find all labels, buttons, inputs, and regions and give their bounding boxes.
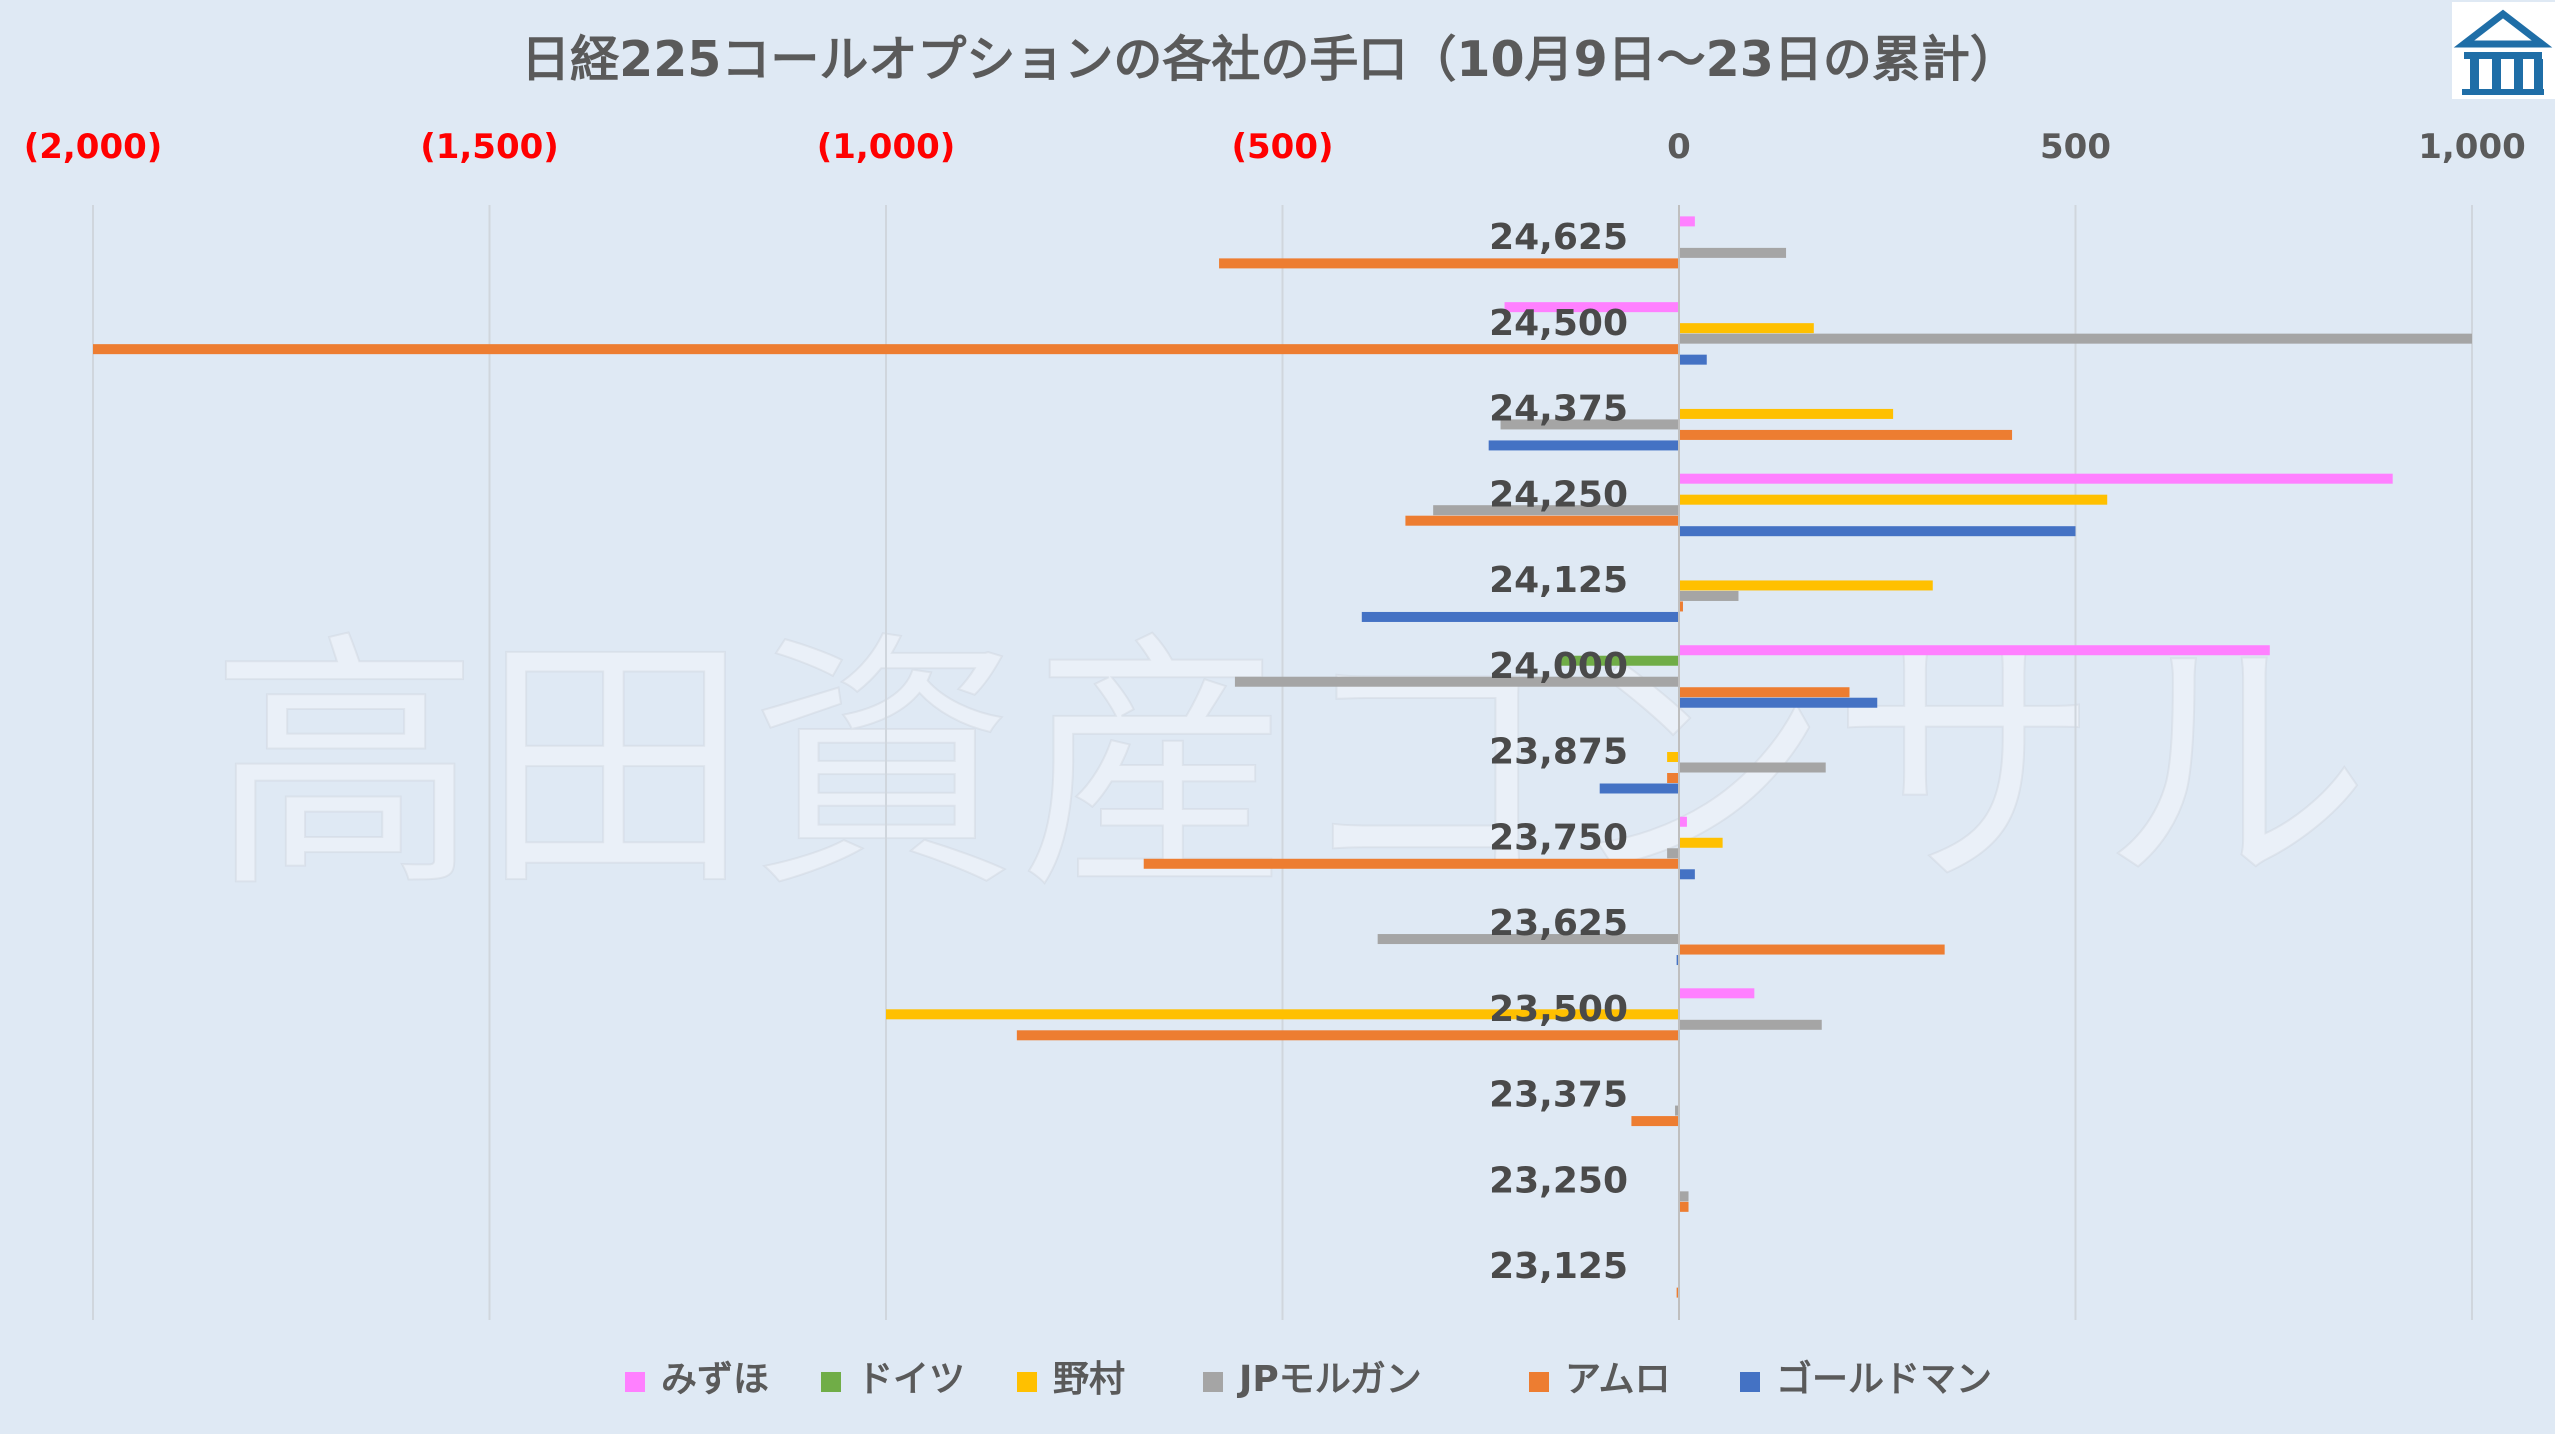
building-logo-icon <box>2452 2 2555 99</box>
bar <box>1504 302 1679 313</box>
bar <box>1599 783 1679 794</box>
x-axis-ticks: (2,000) (1,500) (1,000) (500) 0 500 1,000 <box>24 127 2526 167</box>
category-label: 23,125 <box>1489 1246 1628 1287</box>
bar <box>1679 601 1683 612</box>
category-label: 24,625 <box>1489 217 1628 258</box>
bar <box>1667 773 1679 783</box>
bars <box>93 216 2472 1298</box>
legend-swatch <box>1203 1372 1223 1392</box>
bar <box>1560 655 1679 666</box>
bar <box>1679 697 1878 708</box>
bar <box>1679 354 1707 365</box>
bar <box>1679 526 2076 537</box>
bar <box>1219 258 1679 269</box>
bar <box>1679 645 2270 656</box>
bar <box>1679 1019 1822 1030</box>
chart-title: 日経225コールオプションの各社の手口（10月9日〜23日の累計） <box>521 31 2019 88</box>
bar <box>1679 473 2393 484</box>
legend: みずほ ドイツ 野村 JPモルガン アムロ ゴールドマン <box>625 1358 1992 1400</box>
bar <box>1679 816 1687 827</box>
bar <box>1667 848 1679 859</box>
bar <box>1488 440 1679 451</box>
bar <box>1675 1105 1679 1116</box>
x-tick-label: 0 <box>1667 127 1691 167</box>
bar <box>1679 408 1894 419</box>
bar <box>1361 611 1679 622</box>
bar <box>1679 247 1787 258</box>
bar <box>1679 869 1695 880</box>
legend-swatch <box>1740 1372 1760 1392</box>
category-label: 23,625 <box>1489 903 1628 944</box>
bar <box>1679 1191 1689 1202</box>
legend-swatch <box>625 1372 645 1392</box>
bar <box>1500 419 1679 430</box>
x-tick-label: 1,000 <box>2418 127 2526 167</box>
legend-label: みずほ <box>661 1359 769 1400</box>
x-tick-label: (1,500) <box>420 127 559 167</box>
bar <box>1679 762 1826 773</box>
bar <box>1679 580 1933 591</box>
legend-label: ゴールドマン <box>1776 1358 1992 1400</box>
category-label: 23,750 <box>1489 817 1628 858</box>
bar <box>1679 494 2108 505</box>
bar <box>93 344 1679 355</box>
legend-swatch <box>821 1372 841 1392</box>
watermark: 高田資産コンサル <box>210 609 2370 924</box>
bar <box>1676 955 1679 966</box>
category-label: 24,250 <box>1489 474 1628 515</box>
category-label: 24,000 <box>1489 646 1628 687</box>
bar <box>1405 515 1679 526</box>
bar <box>1679 988 1755 999</box>
gridlines <box>92 205 2473 1320</box>
legend-label: JPモルガン <box>1236 1359 1422 1400</box>
bar <box>886 1009 1679 1020</box>
category-label: 23,500 <box>1489 989 1628 1030</box>
bar <box>1016 1030 1679 1041</box>
category-label: 23,375 <box>1489 1075 1628 1116</box>
category-label: 23,875 <box>1489 732 1628 773</box>
bar <box>1143 858 1679 869</box>
legend-swatch <box>1017 1372 1037 1392</box>
bar <box>1631 1116 1679 1127</box>
bar <box>1679 837 1723 848</box>
category-labels: 24,625 24,500 24,375 24,250 24,125 24,000 23,8… <box>1489 217 1628 1287</box>
x-tick-label: (1,000) <box>817 127 956 167</box>
bar <box>1679 944 1945 955</box>
bar <box>1679 323 1814 334</box>
bar <box>1234 676 1679 687</box>
legend-label: アムロ <box>1565 1359 1670 1400</box>
x-tick-label: (500) <box>1231 127 1333 167</box>
bar <box>1679 333 2472 344</box>
bar <box>1433 505 1679 516</box>
bar <box>1667 752 1679 762</box>
bar <box>1679 590 1739 601</box>
category-label: 24,500 <box>1489 303 1628 344</box>
category-label: 24,375 <box>1489 389 1628 430</box>
category-label: 23,250 <box>1489 1160 1628 1201</box>
category-label: 24,125 <box>1489 560 1628 601</box>
bar <box>1679 429 2013 440</box>
x-tick-label: (2,000) <box>24 127 163 167</box>
bar <box>1676 1287 1679 1298</box>
legend-label: ドイツ <box>857 1359 965 1400</box>
legend-label: 野村 <box>1053 1359 1125 1400</box>
bar <box>1679 687 1850 698</box>
bar <box>1679 216 1695 227</box>
bar <box>1679 1201 1689 1212</box>
legend-swatch <box>1529 1372 1549 1392</box>
bar <box>1377 934 1679 945</box>
x-tick-label: 500 <box>2040 127 2111 167</box>
